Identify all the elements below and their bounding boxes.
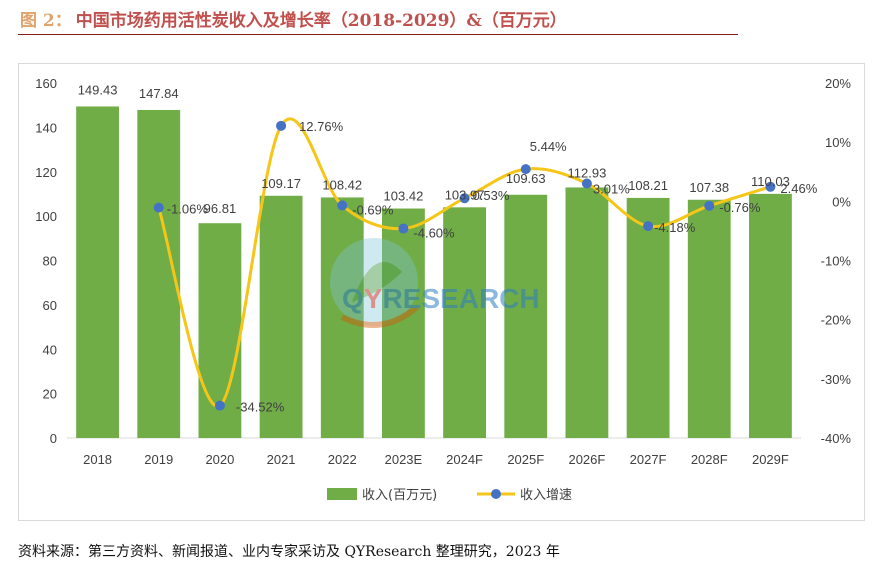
watermark-letters-rest: RESEARCH	[382, 283, 539, 314]
y-left-tick-label: 120	[35, 165, 57, 180]
y-left-tick-label: 40	[43, 342, 57, 357]
growth-point-2028F	[704, 200, 715, 211]
title-bar: 图 2： 中国市场药用活性炭收入及增长率（2018-2029）&（百万元）	[18, 4, 738, 35]
qyresearch-watermark: QYRESEARCH	[330, 238, 540, 328]
bar-value-label: 103.97	[445, 187, 485, 202]
growth-value-label: -34.52%	[236, 400, 285, 415]
growth-value-label: -1.06%	[167, 202, 209, 217]
x-tick-label: 2029F	[752, 452, 789, 467]
y-left-tick-label: 60	[43, 298, 57, 313]
y-right-tick-label: -40%	[821, 431, 852, 446]
x-tick-label: 2022	[328, 452, 357, 467]
bar-2023E	[382, 208, 425, 438]
legend-line-label: 收入增速	[520, 488, 572, 503]
figure-label: 图 2：	[20, 11, 72, 31]
growth-point-2022	[337, 200, 348, 211]
watermark-globe-icon	[330, 238, 418, 326]
watermark-swoosh-icon	[340, 304, 419, 328]
growth-point-2027F	[643, 221, 654, 232]
watermark-text: QYRESEARCH	[342, 283, 540, 314]
growth-value-label: 2.46%	[780, 181, 817, 196]
bar-value-label: 112.93	[568, 165, 607, 180]
watermark-letter-q: Q	[342, 283, 364, 314]
x-tick-label: 2025F	[507, 452, 544, 467]
growth-value-label: -0.76%	[719, 200, 761, 215]
bar-2026F	[565, 187, 609, 438]
x-tick-label: 2023E	[385, 452, 423, 467]
growth-point-2021	[276, 120, 287, 131]
growth-point-2029F	[765, 181, 776, 192]
y-right-tick-label: -10%	[821, 254, 852, 269]
growth-point-2024F	[459, 193, 470, 204]
y-right-tick-label: 0%	[832, 194, 851, 209]
growth-value-label: 12.76%	[299, 119, 344, 134]
bar-2024F	[443, 207, 486, 438]
y-right-tick-label: -20%	[821, 313, 852, 328]
bar-value-label: 108.42	[322, 177, 362, 192]
growth-value-label: 5.44%	[530, 139, 567, 154]
bar-2021	[259, 195, 303, 438]
bar-value-label: 109.17	[261, 176, 301, 191]
chart-container: 0 20 40 60 80 100 120 140 160 -40% -30% -20% -10% 0% 1…	[18, 63, 865, 521]
bar-2025F	[504, 194, 548, 438]
bar-value-label: 147.84	[139, 86, 179, 101]
x-tick-label: 2024F	[446, 452, 483, 467]
source-note: 资料来源：第三方资料、新闻报道、业内专家采访及 QYResearch 整理研究，…	[18, 544, 560, 560]
y-left-tick-label: 140	[35, 120, 57, 135]
y-left-tick-label: 100	[35, 209, 57, 224]
y-left-tick-label: 0	[50, 431, 57, 446]
bar-2022	[320, 197, 364, 438]
chart-svg: 0 20 40 60 80 100 120 140 160 -40% -30% -20% -10% 0% 1…	[35, 76, 852, 503]
bar-2028F	[687, 199, 731, 438]
figure-title-text: 中国市场药用活性炭收入及增长率（2018-2029）&（百万元）	[75, 11, 567, 31]
bar-value-label: 110.03	[751, 174, 790, 189]
x-tick-label: 2018	[83, 452, 112, 467]
figure-title: 图 2： 中国市场药用活性炭收入及增长率（2018-2029）&（百万元）	[20, 6, 567, 31]
watermark-letter-y: Y	[364, 283, 383, 314]
y-right-tick-label: 20%	[825, 76, 851, 91]
y-left-tick-label: 80	[43, 254, 57, 269]
growth-point-2020	[214, 400, 225, 411]
bar-value-label: 108.21	[628, 178, 668, 193]
x-tick-label: 2027F	[630, 452, 667, 467]
x-tick-label: 2020	[205, 452, 234, 467]
growth-value-label: 3.01%	[593, 182, 630, 197]
growth-value-label: 0.53%	[473, 188, 510, 203]
y-left-tick-label: 160	[35, 76, 57, 91]
x-tick-label: 2028F	[691, 452, 728, 467]
bar-value-label: 109.63	[506, 171, 546, 186]
watermark-leaf-icon	[352, 262, 402, 302]
bar-2029F	[749, 193, 792, 438]
y-right-tick-label: 10%	[825, 135, 851, 150]
growth-point-2026F	[581, 178, 592, 189]
y-left-tick-label: 20	[43, 387, 57, 402]
bar-2027F	[626, 197, 670, 438]
bar-value-label: 107.38	[689, 180, 729, 195]
x-tick-label: 2026F	[568, 452, 605, 467]
legend-line-marker	[491, 489, 501, 499]
legend-bar-swatch	[327, 488, 357, 500]
bar-2018	[76, 106, 119, 439]
y-right-tick-label: -30%	[821, 372, 852, 387]
bar-value-label: 103.42	[384, 189, 424, 204]
bar-value-label: 96.81	[204, 201, 237, 216]
growth-value-label: -0.69%	[352, 202, 394, 217]
legend-bar-label: 收入(百万元)	[362, 488, 437, 503]
growth-value-label: -4.60%	[413, 226, 455, 241]
growth-point-2023E	[398, 223, 409, 234]
growth-value-label: -4.18%	[654, 220, 696, 235]
bar-value-label: 149.43	[78, 82, 118, 97]
x-tick-label: 2019	[144, 452, 173, 467]
x-tick-label: 2021	[267, 452, 296, 467]
growth-point-2019	[153, 202, 164, 213]
growth-point-2025F	[520, 164, 531, 175]
